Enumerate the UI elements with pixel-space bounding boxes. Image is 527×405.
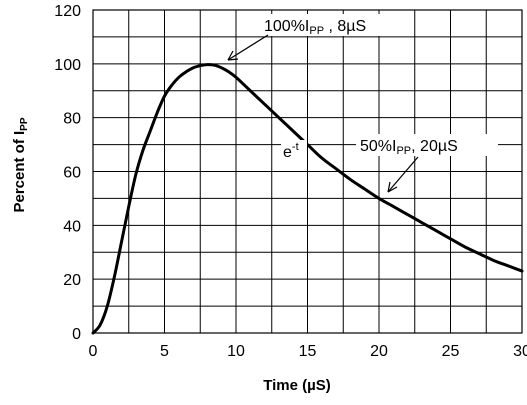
y-axis-title: Percent of IPP (11, 117, 30, 212)
y-tick-label: 20 (63, 272, 81, 289)
x-tick-label: 25 (442, 343, 460, 360)
annotation-exponential-label: e-t (283, 141, 299, 161)
annotation-half-arrowhead (387, 181, 398, 193)
grid (92, 9, 523, 334)
annotation-half-label: 50%IPP, 20µS (360, 138, 458, 157)
annotation-peak-label: 100%IPP , 8µS (264, 18, 366, 37)
y-tick-label: 120 (54, 3, 81, 20)
x-tick-label: 0 (89, 343, 98, 360)
x-tick-label: 30 (513, 343, 527, 360)
annotation-peak-bg (262, 14, 386, 36)
plot-frame (92, 9, 523, 334)
y-tick-label: 100 (54, 57, 81, 74)
annotation-peak-arrow (227, 34, 269, 61)
x-axis-title: Time (µS) (263, 377, 331, 394)
annotation-peak: 100%IPP , 8µS (227, 14, 386, 61)
annotation-peak-arrowhead (227, 50, 239, 61)
x-tick-label: 15 (299, 343, 317, 360)
annotation-exponential-bg (281, 140, 307, 160)
x-tick-label: 10 (227, 343, 245, 360)
waveform-curve (91, 63, 524, 335)
annotation-exponential: e-t (281, 140, 307, 161)
annotation-half-arrow (387, 156, 419, 193)
y-tick-label: 60 (63, 165, 81, 182)
y-ticks: 0 20 40 60 80 100 120 (54, 3, 81, 343)
x-tick-label: 5 (160, 343, 169, 360)
x-tick-label: 20 (370, 343, 388, 360)
y-tick-label: 80 (63, 111, 81, 128)
x-ticks: 0 5 10 15 20 25 30 (89, 343, 527, 360)
annotation-half: 50%IPP, 20µS (356, 134, 498, 193)
y-tick-label: 40 (63, 218, 81, 235)
y-tick-label: 0 (72, 326, 81, 343)
annotation-half-bg (356, 134, 498, 156)
